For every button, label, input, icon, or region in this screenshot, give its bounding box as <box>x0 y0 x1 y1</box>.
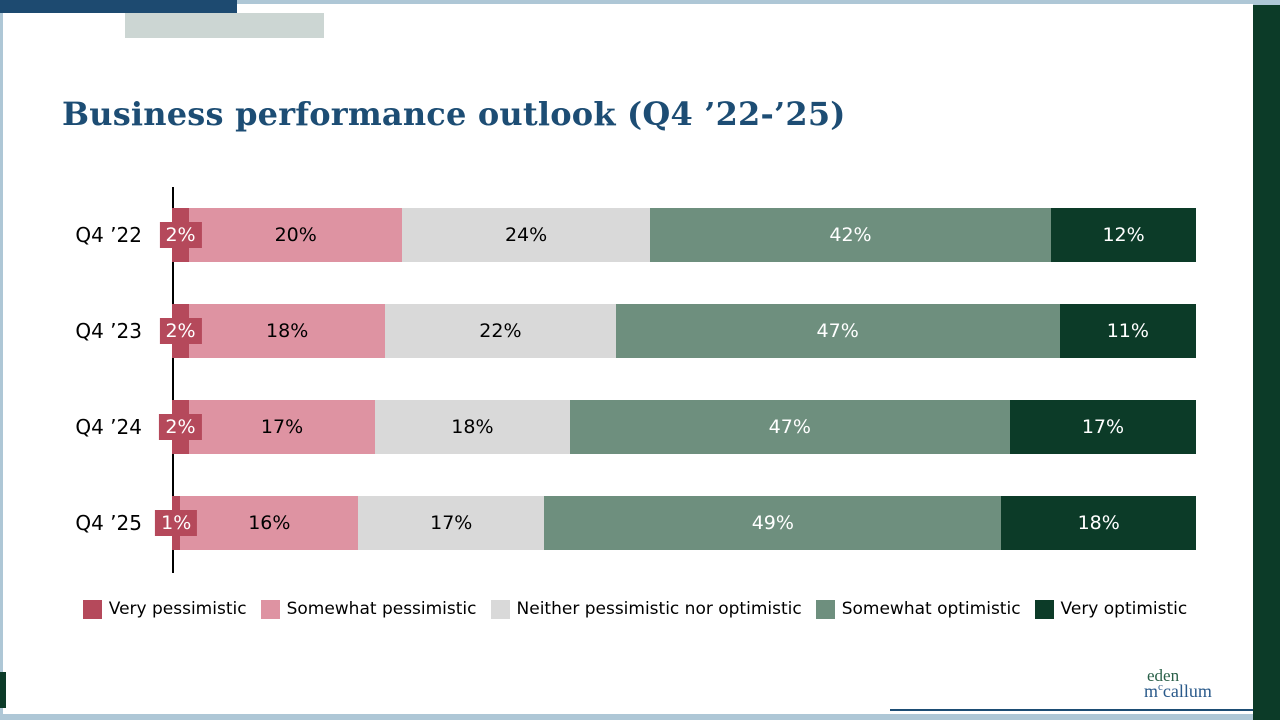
top-gray-bar <box>125 13 324 38</box>
legend-item: Neither pessimistic nor optimistic <box>490 599 802 619</box>
bar-segment: 16% <box>180 496 359 550</box>
logo-eden: eden <box>1147 666 1180 685</box>
category-label: Q4 ’24 <box>75 415 142 439</box>
segment-value-label: 47% <box>816 320 859 342</box>
category-label: Q4 ’22 <box>75 223 142 247</box>
chart-rows: Q4 ’22 2% 20% 24% 42% 12% Q4 ’23 2% 18% 22% 47% 11%… <box>0 208 1197 550</box>
chart-row: Q4 ’23 2% 18% 22% 47% 11% <box>0 304 1196 358</box>
segment-value-label: 42% <box>829 224 872 246</box>
segment-value-label: 16% <box>248 512 291 534</box>
segment-value-label: 22% <box>479 320 522 342</box>
segment-value-label: 49% <box>751 512 794 534</box>
segment-value-label: 20% <box>274 224 317 246</box>
bar-segment: 49% <box>544 496 1002 550</box>
bar-segment: 22% <box>385 304 616 358</box>
legend-item: Somewhat optimistic <box>815 599 1021 619</box>
top-navy-bar <box>0 0 237 13</box>
legend-swatch <box>1034 599 1054 619</box>
legend-label: Somewhat optimistic <box>841 599 1021 619</box>
segment-value-label: 18% <box>451 416 494 438</box>
legend-label: Neither pessimistic nor optimistic <box>516 599 802 619</box>
segment-value-label: 47% <box>768 416 811 438</box>
bar-track: 2% 20% 24% 42% 12% <box>159 208 1196 262</box>
bar-segment: 11% <box>1059 304 1196 358</box>
segment-value-label: 2% <box>159 318 202 344</box>
bar-segment: 2% <box>159 304 202 358</box>
left-green-accent <box>0 672 6 708</box>
right-green-strip <box>1253 5 1280 720</box>
bar-segment: 47% <box>615 304 1060 358</box>
bar-segment: 17% <box>1009 400 1197 454</box>
legend-item: Somewhat pessimistic <box>260 599 477 619</box>
bar-segment: 47% <box>569 400 1010 454</box>
chart-row: Q4 ’24 2% 17% 18% 47% 17% <box>0 400 1197 454</box>
chart-legend: Very pessimistic Somewhat pessimistic Neit… <box>60 599 1210 619</box>
legend-label: Very optimistic <box>1060 599 1188 619</box>
category-label: Q4 ’25 <box>75 511 142 535</box>
segment-value-label: 1% <box>155 510 198 536</box>
bar-segment: 18% <box>189 304 386 358</box>
legend-label: Very pessimistic <box>108 599 247 619</box>
category-label: Q4 ’23 <box>75 319 142 343</box>
legend-label: Somewhat pessimistic <box>286 599 477 619</box>
bar-track: 2% 17% 18% 47% 17% <box>159 400 1197 454</box>
logo-underline <box>890 709 1253 711</box>
bar-segment: 17% <box>188 400 376 454</box>
bar-segment: 2% <box>159 208 202 262</box>
bar-segment: 12% <box>1051 208 1196 262</box>
chart-row: Q4 ’25 1% 16% 17% 49% 18% <box>0 496 1196 550</box>
bar-segment: 42% <box>649 208 1052 262</box>
legend-item: Very pessimistic <box>82 599 247 619</box>
bar-segment: 18% <box>1001 496 1196 550</box>
bar-track: 1% 16% 17% 49% 18% <box>155 496 1196 550</box>
chart-axis-line <box>172 187 174 573</box>
legend-swatch <box>260 599 280 619</box>
segment-value-label: 2% <box>159 222 202 248</box>
segment-value-label: 12% <box>1102 224 1145 246</box>
bar-segment: 24% <box>402 208 650 262</box>
legend-swatch <box>815 599 835 619</box>
page-title: Business performance outlook (Q4 ’22-’25… <box>62 95 846 134</box>
legend-item: Very optimistic <box>1034 599 1188 619</box>
segment-value-label: 11% <box>1106 320 1149 342</box>
logo-mccallum: mccallum <box>1144 680 1212 701</box>
bar-segment: 20% <box>189 208 403 262</box>
bar-segment: 1% <box>155 496 198 550</box>
segment-value-label: 17% <box>1081 416 1125 438</box>
bar-segment: 2% <box>159 400 202 454</box>
bar-track: 2% 18% 22% 47% 11% <box>159 304 1196 358</box>
segment-value-label: 2% <box>159 414 202 440</box>
segment-value-label: 17% <box>430 512 473 534</box>
segment-value-label: 24% <box>504 224 548 246</box>
segment-value-label: 18% <box>1077 512 1120 534</box>
chart-row: Q4 ’22 2% 20% 24% 42% 12% <box>0 208 1196 262</box>
segment-value-label: 17% <box>260 416 304 438</box>
bar-segment: 18% <box>375 400 570 454</box>
company-logo: eden mccallum <box>1144 666 1212 701</box>
bar-segment: 17% <box>358 496 545 550</box>
slide-background <box>3 4 1253 714</box>
segment-value-label: 18% <box>266 320 309 342</box>
legend-swatch <box>82 599 102 619</box>
legend-swatch <box>490 599 510 619</box>
